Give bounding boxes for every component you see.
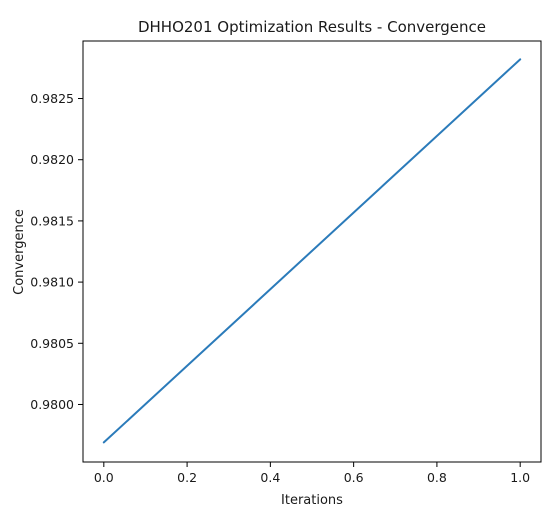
y-tick-label: 0.9825 [30, 91, 74, 106]
y-tick-label: 0.9805 [30, 336, 74, 351]
x-tick-label: 0.6 [344, 470, 364, 485]
x-tick-label: 0.8 [427, 470, 447, 485]
plot-area-frame [82, 40, 542, 463]
y-axis-label: Convergence [12, 209, 27, 295]
x-tick-label: 1.0 [510, 470, 530, 485]
series-line [102, 58, 522, 444]
y-tick-label: 0.9820 [30, 152, 74, 167]
series-layer [102, 58, 522, 444]
y-axis-ticks: 0.9800 0.9805 0.9810 0.9815 0.9820 0.9825 [30, 91, 83, 412]
x-tick-label: 0.0 [94, 470, 114, 485]
y-tick-label: 0.9800 [30, 397, 74, 412]
y-tick-label: 0.9810 [30, 275, 74, 290]
x-tick-label: 0.2 [177, 470, 197, 485]
y-tick-label: 0.9815 [30, 213, 74, 228]
x-axis-ticks: 0.0 0.2 0.4 0.6 0.8 1.0 [94, 462, 530, 485]
chart-title: DHHO201 Optimization Results - Convergen… [138, 18, 486, 36]
x-tick-label: 0.4 [260, 470, 280, 485]
x-axis-label: Iterations [281, 493, 343, 508]
